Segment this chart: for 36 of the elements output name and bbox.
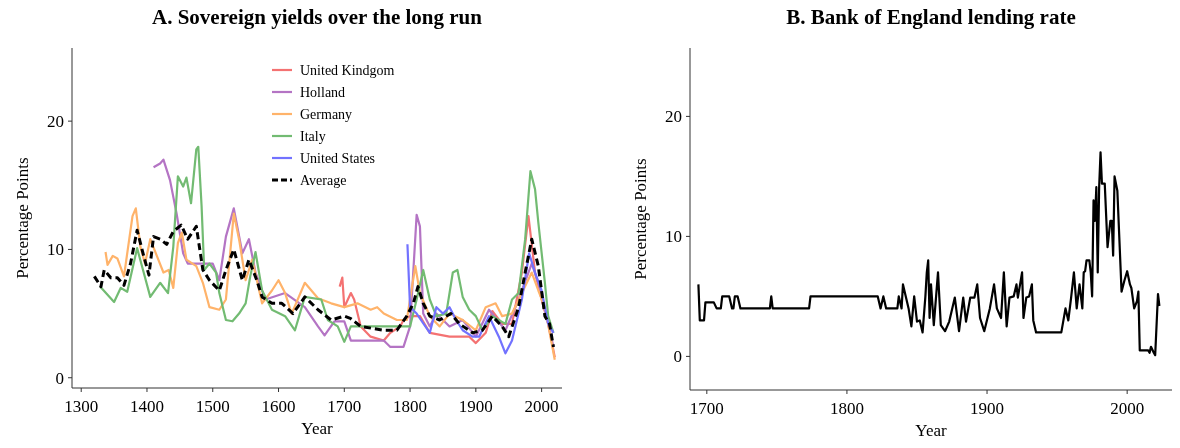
legend-label: Average [300, 173, 347, 188]
chart-title: B. Bank of England lending rate [786, 5, 1076, 29]
line-series [92, 223, 555, 349]
x-tick-label: 2000 [524, 397, 559, 416]
legend-label: Germany [300, 107, 353, 122]
x-axis-title: Year [915, 421, 947, 440]
x-tick-label: 1900 [970, 399, 1005, 418]
y-tick-label: 0 [673, 347, 682, 367]
x-tick-label: 1800 [393, 397, 428, 416]
line-series [697, 151, 1161, 357]
x-tick-label: 1900 [458, 397, 493, 416]
y-tick-label: 20 [665, 107, 682, 127]
line-series [99, 145, 555, 343]
x-tick-label: 1300 [64, 397, 99, 416]
y-axis-title: Percentage Points [631, 158, 650, 280]
line-series [338, 214, 556, 359]
x-tick-label: 1400 [129, 397, 164, 416]
x-tick-label: 1700 [327, 397, 362, 416]
legend-label: Holland [300, 85, 346, 100]
x-tick-label: 2000 [1110, 399, 1145, 418]
y-tick-label: 10 [665, 227, 682, 247]
chart-title: A. Sovereign yields over the long run [152, 5, 483, 29]
y-tick-label: 20 [47, 112, 64, 132]
y-tick-label: 10 [47, 240, 64, 260]
y-axis-title: Percentage Points [13, 157, 32, 279]
line-series [104, 207, 556, 361]
x-tick-label: 1500 [195, 397, 230, 416]
x-axis-title: Year [301, 419, 333, 438]
line-series [406, 243, 555, 355]
x-tick-label: 1700 [689, 399, 724, 418]
legend-label: United Kindgom [300, 63, 395, 78]
x-tick-label: 1800 [829, 399, 864, 418]
legend-label: Italy [300, 129, 326, 144]
legend-label: United States [300, 151, 376, 166]
x-tick-label: 1600 [261, 397, 296, 416]
y-tick-label: 0 [55, 368, 64, 388]
